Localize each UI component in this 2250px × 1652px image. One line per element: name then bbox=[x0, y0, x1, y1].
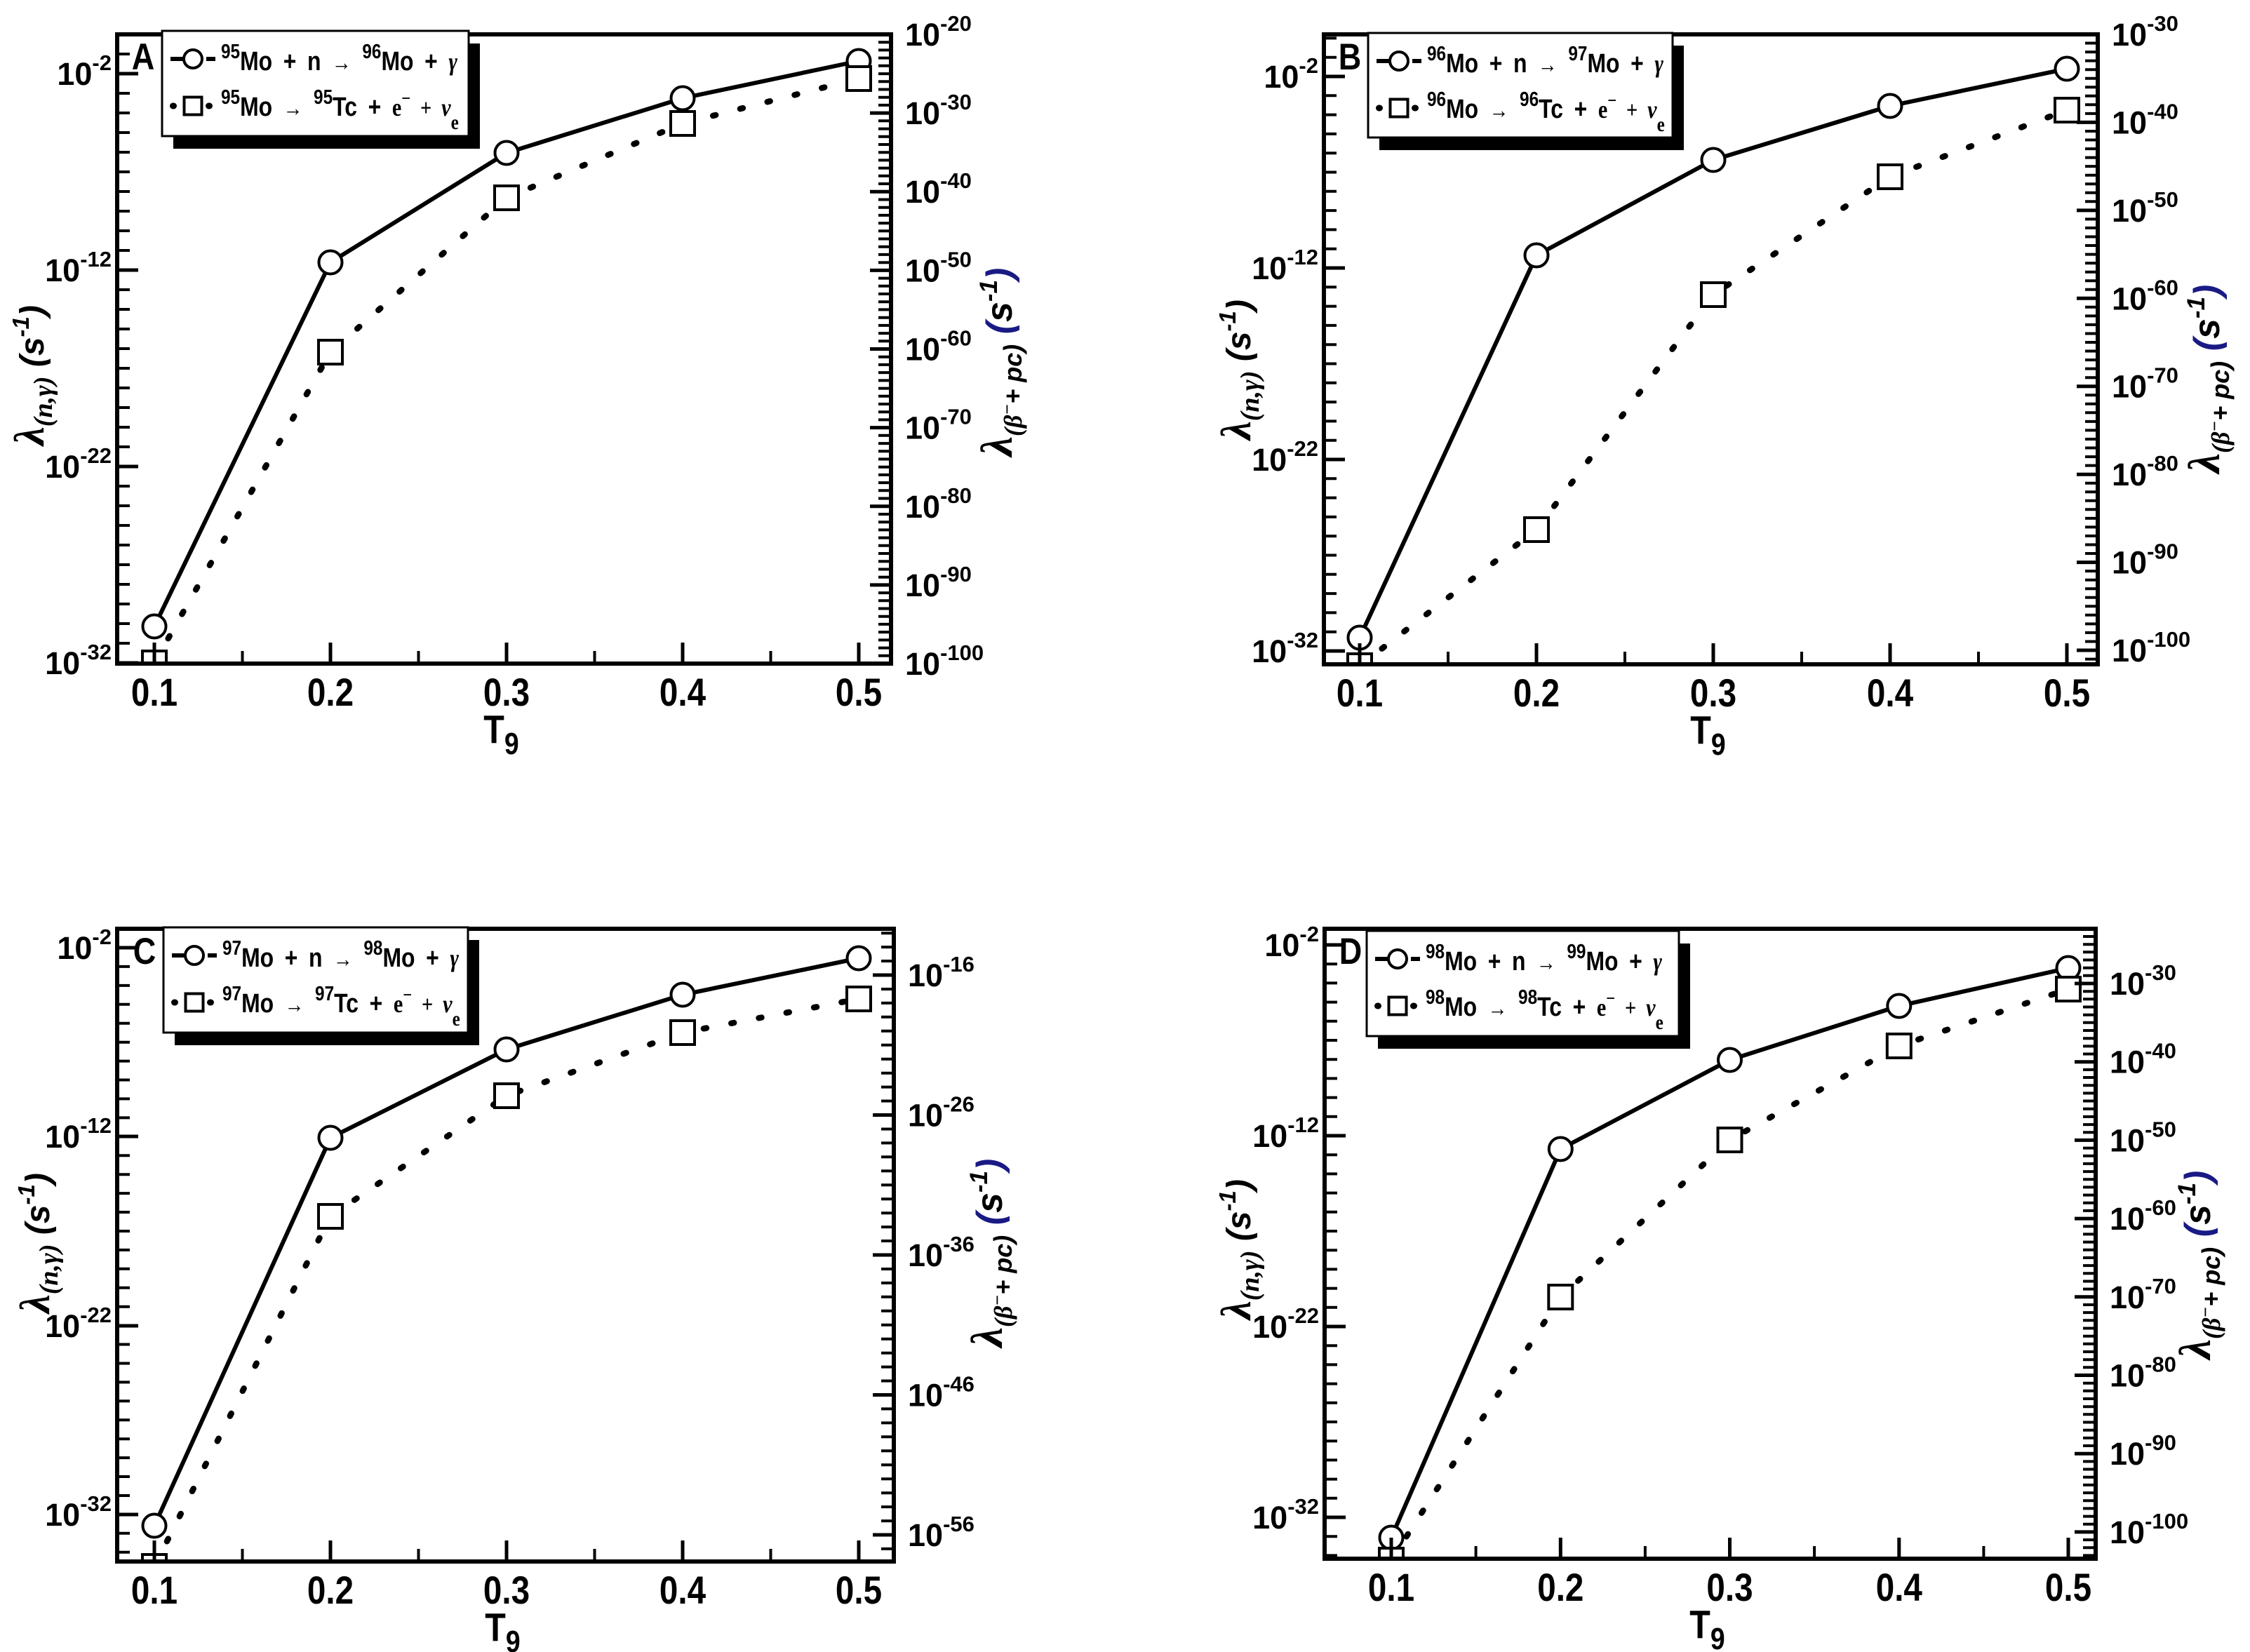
svg-text:10-12: 10-12 bbox=[1252, 1113, 1319, 1154]
svg-text:10-50: 10-50 bbox=[2112, 187, 2178, 229]
svg-text:D: D bbox=[1339, 931, 1362, 972]
svg-text:B: B bbox=[1339, 36, 1362, 78]
svg-text:10-32: 10-32 bbox=[1252, 1494, 1319, 1536]
svg-text:0.5: 0.5 bbox=[836, 1569, 882, 1612]
svg-text:0.5: 0.5 bbox=[2044, 671, 2090, 715]
svg-text:0.2: 0.2 bbox=[1513, 671, 1560, 715]
svg-text:0.3: 0.3 bbox=[1690, 671, 1736, 715]
svg-text:0.1: 0.1 bbox=[1337, 671, 1383, 715]
svg-text:98Mo + n → 99Mo + γ: 98Mo + n → 99Mo + γ bbox=[1426, 940, 1662, 976]
svg-text:C: C bbox=[133, 931, 156, 972]
svg-text:0.4: 0.4 bbox=[1867, 671, 1913, 715]
svg-text:0.3: 0.3 bbox=[483, 671, 530, 714]
svg-text:10-50: 10-50 bbox=[2110, 1117, 2176, 1158]
svg-text:A: A bbox=[132, 36, 155, 78]
svg-text:95Mo + n → 96Mo + γ: 95Mo + n → 96Mo + γ bbox=[221, 40, 457, 76]
svg-text:97Mo + n → 98Mo + γ: 97Mo + n → 98Mo + γ bbox=[222, 936, 459, 973]
svg-text:96Mo → 96Tc + e− + νe: 96Mo → 96Tc + e− + νe bbox=[1427, 88, 1665, 135]
svg-text:98Mo → 98Tc + e− + νe: 98Mo → 98Tc + e− + νe bbox=[1426, 986, 1663, 1033]
svg-text:10-12: 10-12 bbox=[45, 1113, 112, 1155]
svg-text:0.5: 0.5 bbox=[2045, 1566, 2091, 1609]
svg-text:10-100: 10-100 bbox=[2110, 1509, 2188, 1550]
svg-text:10-16: 10-16 bbox=[908, 952, 975, 993]
svg-text:0.3: 0.3 bbox=[483, 1569, 530, 1612]
svg-text:96Mo + n → 97Mo + γ: 96Mo + n → 97Mo + γ bbox=[1427, 42, 1663, 79]
svg-text:0.1: 0.1 bbox=[131, 1569, 178, 1612]
svg-text:0.2: 0.2 bbox=[307, 671, 354, 714]
svg-text:0.5: 0.5 bbox=[836, 671, 882, 714]
svg-text:0.3: 0.3 bbox=[1706, 1566, 1753, 1609]
svg-text:0.4: 0.4 bbox=[659, 671, 706, 714]
svg-text:0.2: 0.2 bbox=[1537, 1566, 1583, 1609]
svg-text:10-80: 10-80 bbox=[905, 483, 972, 525]
svg-text:97Mo → 97Tc + e− + νe: 97Mo → 97Tc + e− + νe bbox=[222, 982, 460, 1030]
svg-text:10-2: 10-2 bbox=[57, 51, 112, 92]
svg-text:0.1: 0.1 bbox=[131, 671, 178, 714]
svg-text:10-32: 10-32 bbox=[45, 640, 112, 681]
svg-text:0.4: 0.4 bbox=[1876, 1566, 1922, 1609]
svg-text:0.4: 0.4 bbox=[659, 1569, 706, 1612]
svg-text:0.2: 0.2 bbox=[307, 1569, 354, 1612]
svg-text:10-90: 10-90 bbox=[2110, 1430, 2176, 1472]
svg-text:10-46: 10-46 bbox=[908, 1372, 975, 1413]
svg-text:0.1: 0.1 bbox=[1368, 1566, 1414, 1609]
svg-text:95Mo → 95Tc + e− + νe: 95Mo → 95Tc + e− + νe bbox=[221, 86, 459, 133]
